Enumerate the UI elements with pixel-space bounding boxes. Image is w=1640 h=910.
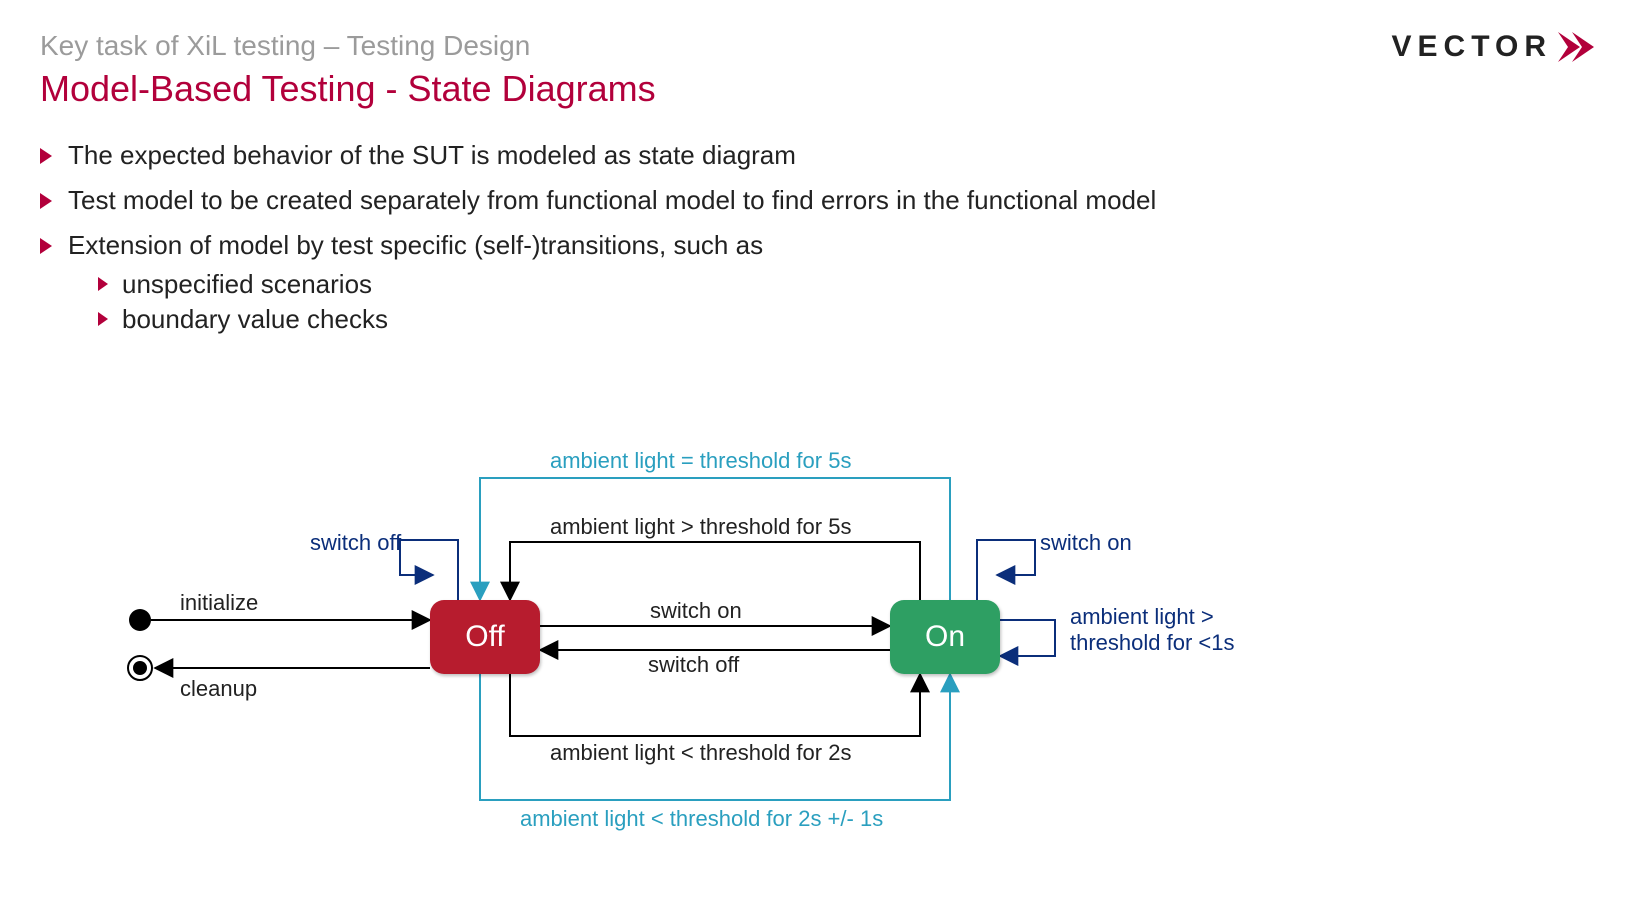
vector-logo: VECTOR <box>1392 30 1600 64</box>
edge-self_switch_on <box>977 540 1035 600</box>
list-item: The expected behavior of the SUT is mode… <box>40 140 1600 171</box>
slide: Key task of XiL testing – Testing Design… <box>0 0 1640 910</box>
state-off: Off <box>430 600 540 674</box>
state-diagram: Off On initialize cleanup switch on switch … <box>120 420 1540 890</box>
edge-label-cleanup: cleanup <box>180 676 257 702</box>
edge-label-amb_gt_5s: ambient light > threshold for 5s <box>550 514 851 540</box>
header: Key task of XiL testing – Testing Design… <box>40 30 1600 140</box>
sub-list: unspecified scenarios boundary value che… <box>98 269 1600 335</box>
edge-label-switch_off: switch off <box>648 652 739 678</box>
bullet-list: The expected behavior of the SUT is mode… <box>40 140 1600 335</box>
state-on: On <box>890 600 1000 674</box>
logo-chevron-icon <box>1558 32 1600 62</box>
edge-amb_lt_2s <box>510 674 920 736</box>
edge-self_switch_off <box>400 540 458 600</box>
logo-text: VECTOR <box>1392 30 1552 64</box>
edge-label-initialize: initialize <box>180 590 258 616</box>
titles: Key task of XiL testing – Testing Design… <box>40 30 656 140</box>
initial-state-icon <box>129 609 151 631</box>
edge-label-self_switch_off: switch off <box>310 530 401 556</box>
edge-label-amb_lt_2s_tol: ambient light < threshold for 2s +/- 1s <box>520 806 883 832</box>
edge-label-self_switch_on: switch on <box>1040 530 1132 556</box>
edge-label-amb_eq_5s: ambient light = threshold for 5s <box>550 448 851 474</box>
edge-label-self_amb_gt_lt1s: ambient light >threshold for <1s <box>1070 604 1360 657</box>
edge-amb_gt_5s <box>510 542 920 600</box>
list-item: Test model to be created separately from… <box>40 185 1600 216</box>
subtitle: Key task of XiL testing – Testing Design <box>40 30 656 62</box>
edge-self_amb_gt_lt1s <box>1000 620 1055 656</box>
list-item: boundary value checks <box>98 304 1600 335</box>
list-item: Extension of model by test specific (sel… <box>40 230 1600 335</box>
page-title: Model-Based Testing - State Diagrams <box>40 68 656 110</box>
edge-label-amb_lt_2s: ambient light < threshold for 2s <box>550 740 851 766</box>
edge-label-switch_on: switch on <box>650 598 742 624</box>
list-item: unspecified scenarios <box>98 269 1600 300</box>
